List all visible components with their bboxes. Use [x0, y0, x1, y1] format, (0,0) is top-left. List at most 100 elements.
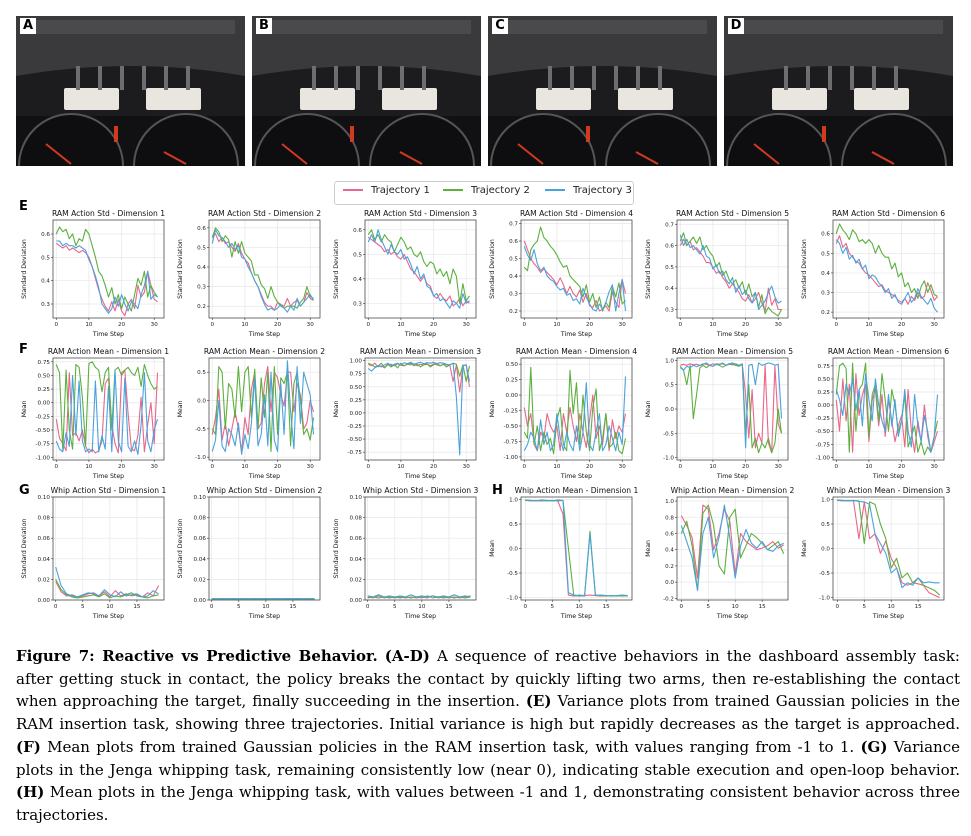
x-tick-label: 0 [210, 322, 214, 328]
x-tick-label: 10 [709, 464, 717, 470]
y-tick-label: -0.5 [663, 431, 674, 437]
x-tick-label: 5 [550, 604, 554, 610]
x-tick-label: 15 [603, 604, 611, 610]
y-tick-label: 0.06 [194, 536, 207, 542]
y-tick-label: 0.5 [665, 383, 674, 389]
x-tick-label: 0 [366, 322, 370, 328]
ram-module [64, 88, 119, 110]
chart-title: RAM Action Mean - Dimension 5 [672, 347, 793, 356]
y-axis-label: Mean [489, 400, 496, 417]
ram-module [772, 88, 827, 110]
connector-pin [872, 66, 876, 90]
y-tick-label: 0.02 [38, 577, 50, 583]
y-tick-label: -1.0 [507, 596, 518, 602]
x-tick-label: 15 [133, 604, 141, 610]
x-axis-label: Time Step [872, 473, 904, 480]
y-tick-label: 1.0 [821, 497, 830, 503]
y-tick-label: 0.6 [41, 232, 50, 238]
redline-mark [114, 126, 118, 142]
y-tick-label: 0.25 [818, 390, 831, 396]
y-tick-label: 0.08 [38, 516, 51, 522]
series-line-trajectory-2 [55, 226, 158, 312]
x-axis-label: Time Step [560, 613, 592, 620]
y-tick-label: 0.4 [665, 286, 674, 292]
series-line-trajectory-3 [837, 499, 940, 589]
y-tick-label: 0.4 [509, 274, 518, 280]
y-tick-label: 0.00 [818, 403, 831, 409]
x-tick-label: 20 [118, 464, 126, 470]
chart-title: RAM Action Mean - Dimension 3 [360, 347, 481, 356]
connector-pin [98, 66, 102, 90]
y-tick-label: 0.75 [38, 360, 51, 366]
y-tick-label: 0.7 [665, 222, 674, 228]
y-tick-label: 0.5 [197, 370, 206, 376]
y-tick-label: 0.8 [665, 515, 674, 521]
x-tick-label: 20 [274, 464, 282, 470]
y-tick-label: 0.50 [38, 373, 51, 379]
x-axis-label: Time Step [248, 473, 280, 480]
x-axis-label: Time Step [872, 331, 904, 338]
x-tick-label: 20 [430, 464, 438, 470]
dashboard-photo-image [488, 16, 717, 166]
chart-title: RAM Action Std - Dimension 4 [520, 209, 633, 218]
x-tick-label: 0 [54, 604, 58, 610]
plot-frame [208, 357, 321, 461]
series-line-trajectory-2 [55, 361, 158, 452]
y-tick-label: 0.5 [821, 251, 830, 257]
photo-a: A [16, 16, 245, 166]
plot-frame [520, 496, 633, 601]
connector-pin [850, 66, 854, 90]
chart-title: RAM Action Mean - Dimension 6 [828, 347, 949, 356]
y-tick-label: 0.00 [350, 598, 363, 604]
chart-title: RAM Action Std - Dimension 3 [364, 209, 477, 218]
series-line-trajectory-3 [211, 360, 315, 455]
y-tick-label: -0.25 [504, 409, 519, 415]
chart-8: RAM Action Mean - Dimension 2 -1.0 -0.5 0.0… [177, 347, 325, 480]
x-tick-label: 0 [680, 604, 684, 610]
x-tick-label: 20 [586, 464, 594, 470]
connector-pin [186, 66, 190, 90]
plot-area [53, 220, 164, 318]
ram-module [300, 88, 355, 110]
chart-7: RAM Action Mean - Dimension 1 -1.00 -0.75 -… [21, 347, 169, 480]
x-axis-label: Time Step [404, 473, 436, 480]
x-tick-label: 15 [289, 604, 297, 610]
y-axis-label: Mean [21, 400, 28, 417]
series-line-trajectory-3 [367, 594, 471, 598]
connector-pin [806, 66, 810, 90]
y-tick-label: 1.0 [509, 497, 518, 503]
y-tick-label: 0.50 [506, 362, 519, 368]
y-tick-label: 0.10 [194, 495, 207, 501]
y-tick-label: 0.3 [353, 301, 362, 307]
x-tick-label: 0 [836, 604, 840, 610]
dashboard-photo-image [252, 16, 481, 166]
speedometer-gauge [133, 113, 239, 166]
x-tick-label: 0 [678, 322, 682, 328]
plot-frame [52, 357, 165, 461]
connector-pin [400, 66, 404, 90]
dash-rim [26, 20, 235, 34]
series-line-trajectory-3 [55, 566, 159, 598]
y-tick-label: 0.25 [506, 378, 519, 384]
connector-pin [828, 66, 832, 90]
y-tick-label: 0.0 [665, 580, 674, 586]
y-tick-label: 0.6 [197, 226, 206, 232]
series-line-trajectory-3 [56, 240, 158, 314]
y-tick-label: 0.7 [509, 222, 518, 228]
chart-10: RAM Action Mean - Dimension 4 -1.00 -0.75 -… [489, 347, 637, 480]
series-line-trajectory-3 [211, 229, 314, 313]
y-tick-label: -1.0 [819, 596, 830, 602]
legend-label: Trajectory 2 [471, 185, 530, 196]
row-label-g: G [19, 483, 30, 498]
ram-module [618, 88, 673, 110]
connector-pin [378, 66, 382, 90]
x-axis-label: Time Step [404, 331, 436, 338]
y-axis-label: Standard Deviation [645, 239, 652, 299]
y-tick-label: 0.4 [821, 271, 830, 277]
plot-frame [52, 496, 165, 601]
chart-2: RAM Action Std - Dimension 2 0.2 0.3 0.4 0.5… [177, 209, 321, 338]
plot-area [833, 358, 944, 460]
gauge-needle [517, 143, 544, 165]
x-tick-label: 15 [759, 604, 767, 610]
chart-title: RAM Action Std - Dimension 5 [676, 209, 789, 218]
